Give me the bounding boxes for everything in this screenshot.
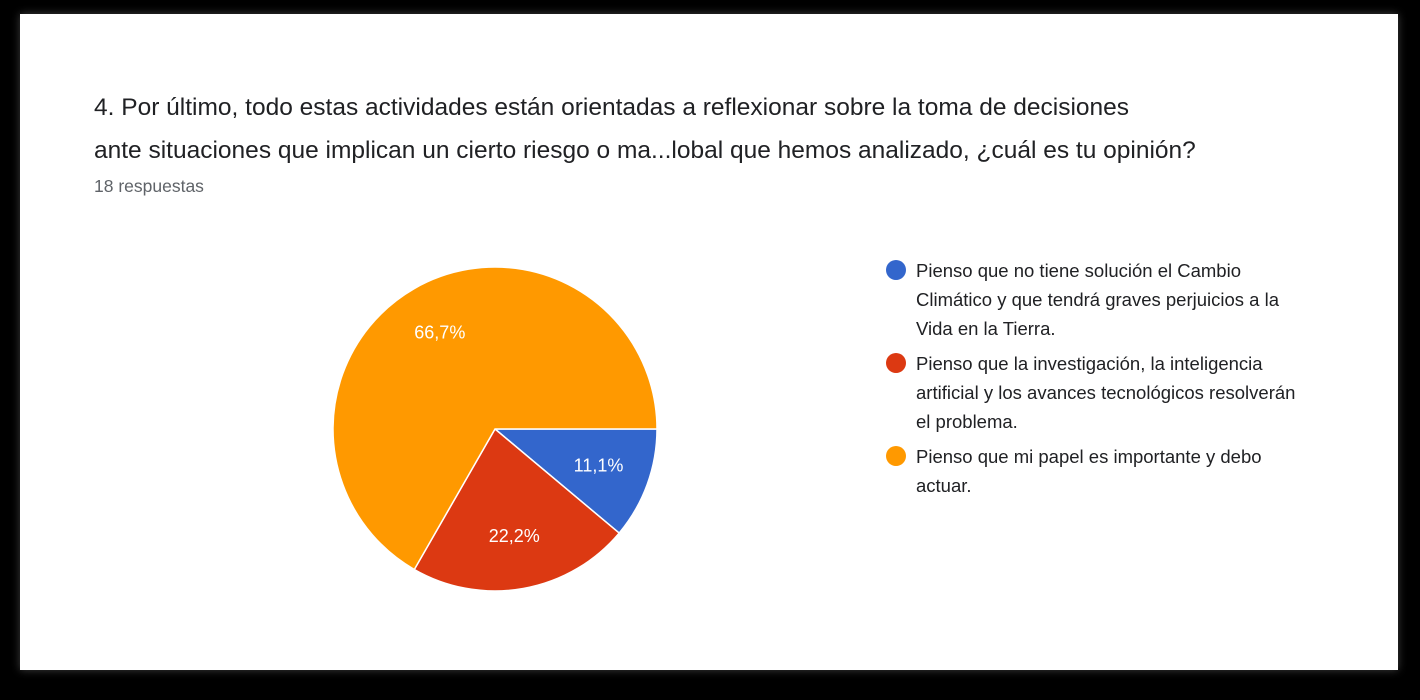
pie-chart: 11,1% 22,2% 66,7% bbox=[332, 266, 658, 592]
pie-label-2: 22,2% bbox=[489, 526, 540, 546]
pie-slice-3 bbox=[332, 266, 658, 571]
legend-swatch-orange bbox=[886, 446, 906, 466]
legend-label-1: Pienso que no tiene solución el Cambio C… bbox=[916, 260, 1279, 339]
legend-swatch-red bbox=[886, 353, 906, 373]
legend-swatch-blue bbox=[886, 260, 906, 280]
pie-label-3: 66,7% bbox=[414, 322, 465, 342]
legend-label-2: Pienso que la investigación, la intelige… bbox=[916, 353, 1296, 432]
pie-label-1: 11,1% bbox=[574, 455, 624, 475]
response-count: 18 respuestas bbox=[94, 176, 204, 196]
legend-item-3: Pienso que mi papel es importante y debo… bbox=[886, 442, 1306, 500]
question-title: 4. Por último, todo estas actividades es… bbox=[94, 94, 1196, 164]
legend-item-2: Pienso que la investigación, la intelige… bbox=[886, 349, 1306, 436]
pie-slice-1 bbox=[492, 428, 658, 535]
legend-label-3: Pienso que mi papel es importante y debo… bbox=[916, 446, 1262, 496]
chart-card: 4. Por último, todo estas actividades es… bbox=[20, 14, 1398, 670]
chart-legend: Pienso que no tiene solución el Cambio C… bbox=[886, 256, 1306, 506]
legend-item-1: Pienso que no tiene solución el Cambio C… bbox=[886, 256, 1306, 343]
pie-slice-2 bbox=[413, 427, 621, 592]
